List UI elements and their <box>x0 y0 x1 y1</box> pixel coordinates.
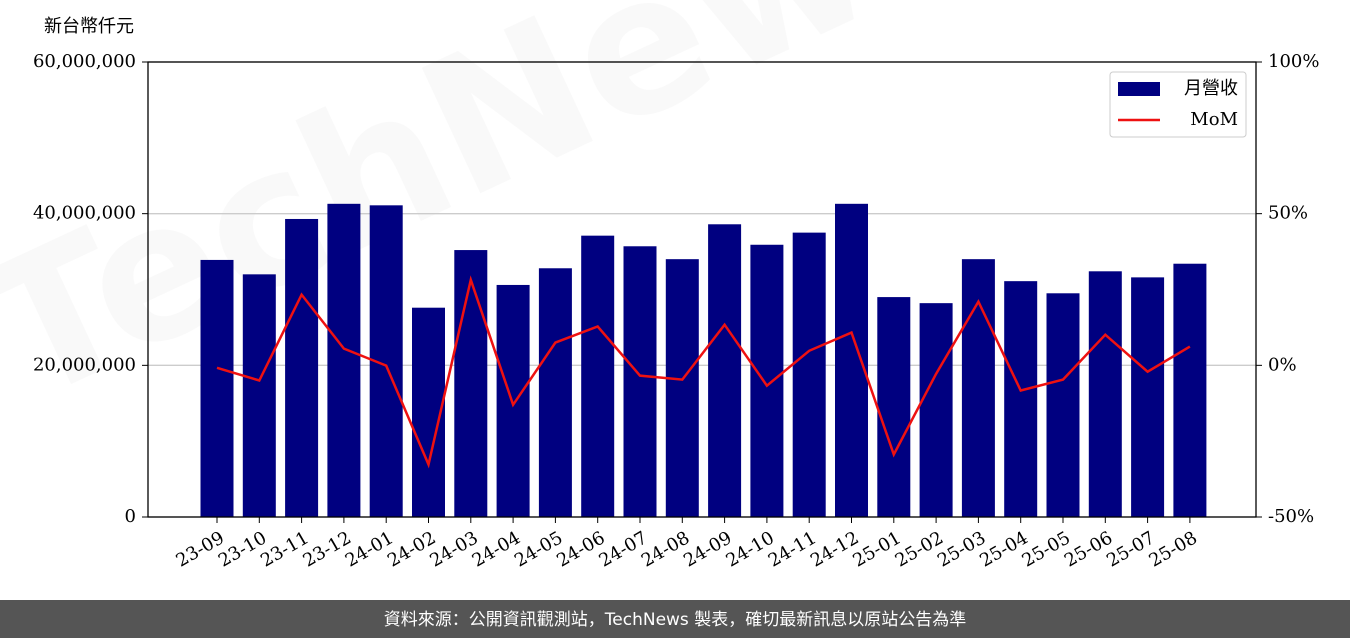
bar <box>877 297 911 517</box>
y-tick-label: 0 <box>125 506 136 527</box>
y-tick-label: 40,000,000 <box>33 203 136 224</box>
bar <box>961 259 995 517</box>
bar <box>327 203 361 517</box>
y-tick-label: 20,000,000 <box>33 354 136 375</box>
bar <box>454 250 488 518</box>
line <box>216 275 1191 469</box>
bar <box>708 224 742 518</box>
bar <box>1131 277 1165 517</box>
bar <box>750 244 784 517</box>
bar <box>1004 281 1038 517</box>
bar <box>1173 263 1207 517</box>
bar <box>581 235 615 518</box>
bar <box>919 303 953 517</box>
bar <box>200 259 234 517</box>
bar <box>1088 271 1122 517</box>
legend-label: 月營收 <box>1184 78 1238 99</box>
bar <box>242 274 276 517</box>
bar <box>835 203 868 517</box>
plot-frame <box>147 61 1257 518</box>
legend-swatch <box>1118 82 1160 96</box>
bar <box>1046 293 1080 517</box>
bar <box>792 232 826 517</box>
bar <box>538 268 572 517</box>
y2-tick-label: 0% <box>1268 354 1297 375</box>
footer-text: 資料來源：公開資訊觀測站，TechNews 製表，確切最新訊息以原站公告為準 <box>384 610 966 630</box>
bar <box>285 218 319 517</box>
y-axis-title: 新台幣仟元 <box>44 16 134 37</box>
y2-tick-label: -50% <box>1268 506 1314 527</box>
legend-label: MoM <box>1190 109 1238 130</box>
y-tick-label: 60,000,000 <box>33 51 136 72</box>
y2-tick-label: 50% <box>1268 203 1308 224</box>
x-tick-label: 25-08 <box>1145 527 1200 571</box>
bar <box>623 246 657 517</box>
footer-bar <box>0 600 1350 638</box>
bar <box>665 259 699 517</box>
y2-tick-label: 100% <box>1268 51 1319 72</box>
